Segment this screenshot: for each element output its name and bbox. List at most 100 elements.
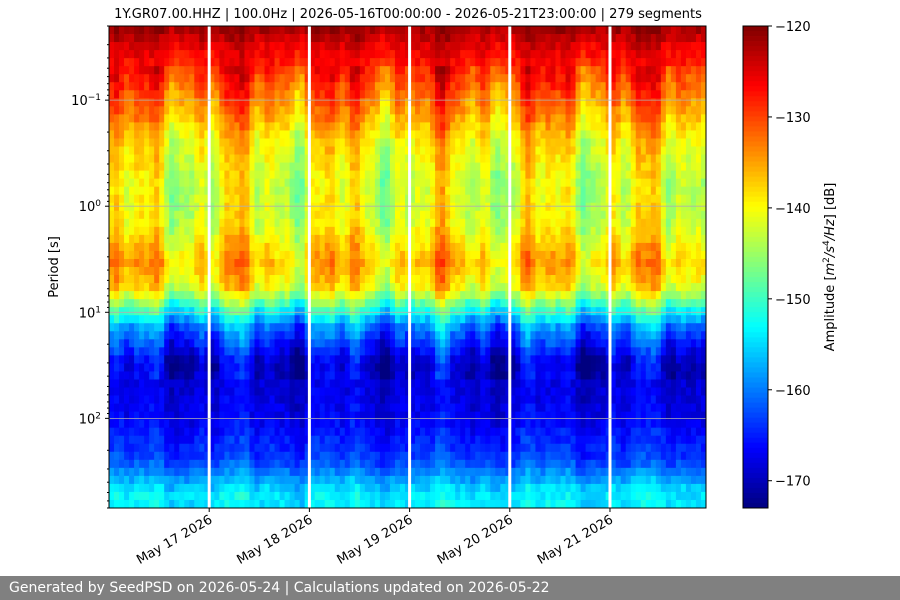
heatmap-cell bbox=[119, 435, 125, 445]
heatmap-cell bbox=[480, 275, 486, 284]
heatmap-cell bbox=[349, 122, 356, 131]
heatmap-cell bbox=[239, 170, 245, 180]
heatmap-cell bbox=[229, 395, 235, 404]
heatmap-cell bbox=[374, 387, 381, 396]
heatmap-cell bbox=[139, 226, 145, 236]
heatmap-cell bbox=[244, 435, 250, 445]
heatmap-cell bbox=[159, 499, 165, 509]
heatmap-cell bbox=[189, 355, 195, 364]
heatmap-cell bbox=[229, 226, 235, 236]
heatmap-cell bbox=[374, 98, 381, 107]
heatmap-cell bbox=[164, 411, 170, 421]
heatmap-cell bbox=[364, 459, 371, 469]
heatmap-cell bbox=[425, 210, 431, 220]
heatmap-cell bbox=[369, 106, 376, 115]
heatmap-cell bbox=[435, 443, 441, 453]
heatmap-cell bbox=[495, 499, 501, 509]
heatmap-cell bbox=[194, 34, 200, 43]
heatmap-cell bbox=[334, 154, 341, 163]
heatmap-cell bbox=[269, 242, 275, 252]
heatmap-cell bbox=[334, 106, 341, 115]
heatmap-cell bbox=[329, 355, 336, 364]
heatmap-cell bbox=[214, 26, 220, 35]
heatmap-cell bbox=[490, 355, 496, 364]
heatmap-cell bbox=[440, 379, 446, 388]
heatmap-cell bbox=[259, 242, 265, 252]
heatmap-cell bbox=[269, 66, 275, 75]
heatmap-cell bbox=[510, 258, 516, 268]
heatmap-cell bbox=[259, 42, 265, 51]
heatmap-cell bbox=[249, 186, 255, 196]
heatmap-cell bbox=[379, 218, 386, 228]
heatmap-cell bbox=[359, 242, 366, 252]
heatmap-cell bbox=[164, 283, 170, 292]
heatmap-cell bbox=[500, 186, 506, 196]
heatmap-cell bbox=[109, 451, 115, 461]
heatmap-cell bbox=[480, 42, 486, 51]
heatmap-cell bbox=[420, 98, 426, 107]
heatmap-cell bbox=[435, 170, 441, 180]
heatmap-cell bbox=[460, 202, 466, 212]
heatmap-cell bbox=[470, 267, 476, 276]
heatmap-cell bbox=[344, 339, 351, 348]
heatmap-cell bbox=[134, 411, 140, 421]
heatmap-cell bbox=[460, 323, 466, 332]
heatmap-cell bbox=[465, 114, 471, 123]
heatmap-cell bbox=[214, 499, 220, 509]
heatmap-cell bbox=[284, 34, 291, 43]
heatmap-cell bbox=[389, 58, 396, 67]
heatmap-cell bbox=[329, 114, 336, 123]
heatmap-cell bbox=[369, 371, 376, 380]
heatmap-cell bbox=[319, 186, 326, 196]
heatmap-cell bbox=[129, 483, 135, 493]
heatmap-cell bbox=[389, 355, 396, 364]
heatmap-cell bbox=[394, 90, 401, 99]
heatmap-cell bbox=[239, 50, 245, 59]
heatmap-cell bbox=[485, 114, 491, 123]
heatmap-cell bbox=[425, 106, 431, 115]
heatmap-cell bbox=[189, 459, 195, 469]
heatmap-cell bbox=[344, 74, 351, 83]
heatmap-cell bbox=[164, 42, 170, 51]
heatmap-cell bbox=[134, 234, 140, 244]
heatmap-cell bbox=[229, 299, 235, 308]
heatmap-cell bbox=[119, 323, 125, 332]
heatmap-cell bbox=[114, 451, 120, 461]
heatmap-cell bbox=[304, 250, 311, 260]
heatmap-cell bbox=[164, 419, 170, 429]
heatmap-cell bbox=[490, 307, 496, 316]
heatmap-cell bbox=[445, 186, 451, 196]
heatmap-cell bbox=[384, 218, 391, 228]
heatmap-cell bbox=[209, 483, 215, 493]
heatmap-cell bbox=[379, 283, 386, 292]
heatmap-cell bbox=[144, 403, 150, 412]
heatmap-cell bbox=[289, 323, 296, 332]
heatmap-cell bbox=[154, 491, 160, 501]
heatmap-cell bbox=[129, 186, 135, 196]
heatmap-cell bbox=[179, 451, 185, 461]
heatmap-cell bbox=[234, 419, 240, 429]
heatmap-cell bbox=[289, 114, 296, 123]
heatmap-cell bbox=[229, 26, 235, 35]
heatmap-cell bbox=[214, 451, 220, 461]
heatmap-cell bbox=[114, 50, 120, 59]
heatmap-cell bbox=[445, 50, 451, 59]
heatmap-cell bbox=[179, 186, 185, 196]
heatmap-cell bbox=[114, 34, 120, 43]
heatmap-cell bbox=[410, 491, 416, 501]
heatmap-cell bbox=[505, 66, 511, 75]
heatmap-cell bbox=[244, 467, 250, 477]
heatmap-cell bbox=[309, 194, 316, 204]
heatmap-cell bbox=[480, 146, 486, 155]
heatmap-cell bbox=[430, 258, 436, 268]
heatmap-cell bbox=[284, 50, 291, 59]
heatmap-cell bbox=[109, 331, 115, 340]
heatmap-cell bbox=[334, 323, 341, 332]
heatmap-cell bbox=[314, 347, 321, 356]
heatmap-cell bbox=[179, 202, 185, 212]
heatmap-cell bbox=[289, 210, 296, 220]
heatmap-cell bbox=[109, 371, 115, 380]
heatmap-cell bbox=[144, 154, 150, 163]
heatmap-cell bbox=[189, 275, 195, 284]
heatmap-cell bbox=[435, 98, 441, 107]
